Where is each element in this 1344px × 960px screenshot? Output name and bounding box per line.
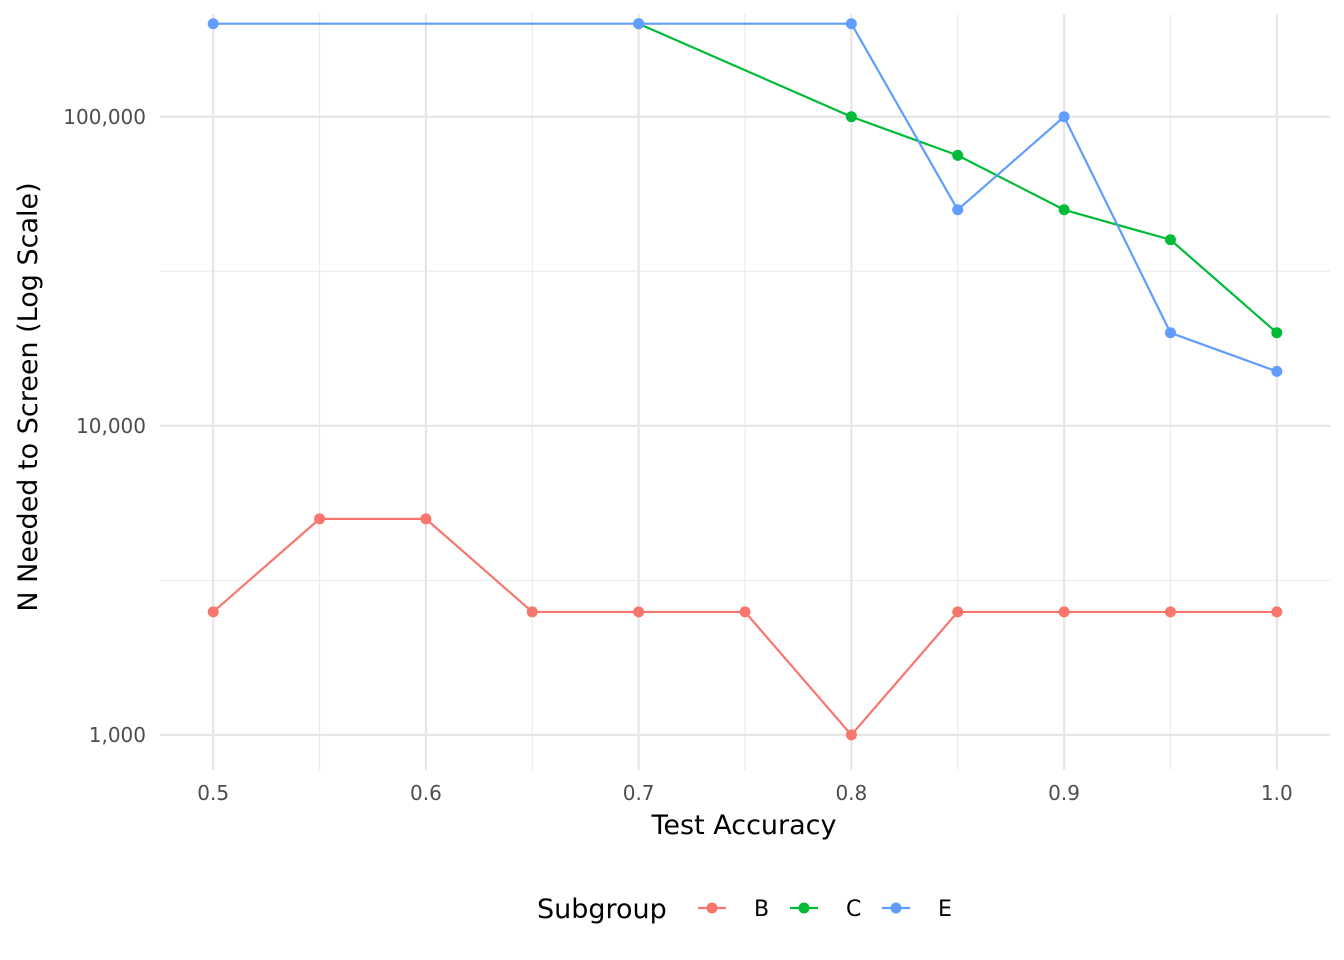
y-tick-label: 1,000: [89, 723, 146, 747]
legend-key-point: [798, 902, 810, 914]
series-c-point: [952, 149, 964, 161]
series-c-point: [1164, 234, 1176, 246]
legend: Subgroup B C E: [537, 894, 952, 925]
y-tick-label: 10,000: [76, 414, 146, 438]
series-b-point: [1058, 606, 1070, 618]
legend-item-e: E: [882, 897, 952, 922]
series-e-point: [207, 18, 219, 30]
series-c-point: [1058, 204, 1070, 216]
legend-key-point: [890, 902, 902, 914]
series-c-point: [845, 111, 857, 123]
major-gridlines: [160, 14, 1330, 770]
series-b: [207, 513, 1283, 741]
minor-gridlines: [160, 14, 1330, 770]
x-tick-label: 0.9: [1048, 781, 1080, 805]
series-b-point: [633, 606, 645, 618]
series-e-point: [633, 18, 645, 30]
series-e-point: [1271, 365, 1283, 377]
series-b-point: [739, 606, 751, 618]
legend-item-c: C: [790, 897, 861, 922]
legend-label: B: [754, 897, 769, 922]
series-e-point: [1058, 111, 1070, 123]
series-c-line: [638, 22, 1278, 334]
series-layer: [207, 18, 1283, 741]
legend-label: C: [846, 897, 861, 922]
series-b-point: [845, 729, 857, 741]
series-b-point: [1271, 606, 1283, 618]
y-axis-tick-labels: 1,000 10,000 100,000: [63, 105, 146, 747]
x-tick-label: 0.8: [835, 781, 867, 805]
series-c-point: [1271, 327, 1283, 339]
series-b-point: [526, 606, 538, 618]
y-tick-label: 100,000: [63, 105, 146, 129]
series-b-point: [207, 606, 219, 618]
series-e-point: [1164, 327, 1176, 339]
series-e: [207, 18, 1283, 377]
y-axis-title: N Needed to Screen (Log Scale): [13, 182, 44, 611]
x-tick-label: 0.5: [197, 781, 229, 805]
x-tick-label: 0.7: [623, 781, 655, 805]
legend-title: Subgroup: [537, 894, 667, 925]
series-b-point: [1164, 606, 1176, 618]
x-axis-title: Test Accuracy: [650, 810, 836, 841]
legend-key-point: [706, 902, 718, 914]
x-axis-tick-labels: 0.5 0.6 0.7 0.8 0.9 1.0: [197, 781, 1292, 805]
series-b-point: [420, 513, 432, 525]
legend-item-b: B: [698, 897, 769, 922]
legend-label: E: [938, 897, 952, 922]
x-tick-label: 0.6: [410, 781, 442, 805]
x-tick-label: 1.0: [1261, 781, 1293, 805]
series-e-point: [952, 204, 964, 216]
series-b-point: [314, 513, 326, 525]
series-e-point: [845, 18, 857, 30]
series-b-point: [952, 606, 964, 618]
